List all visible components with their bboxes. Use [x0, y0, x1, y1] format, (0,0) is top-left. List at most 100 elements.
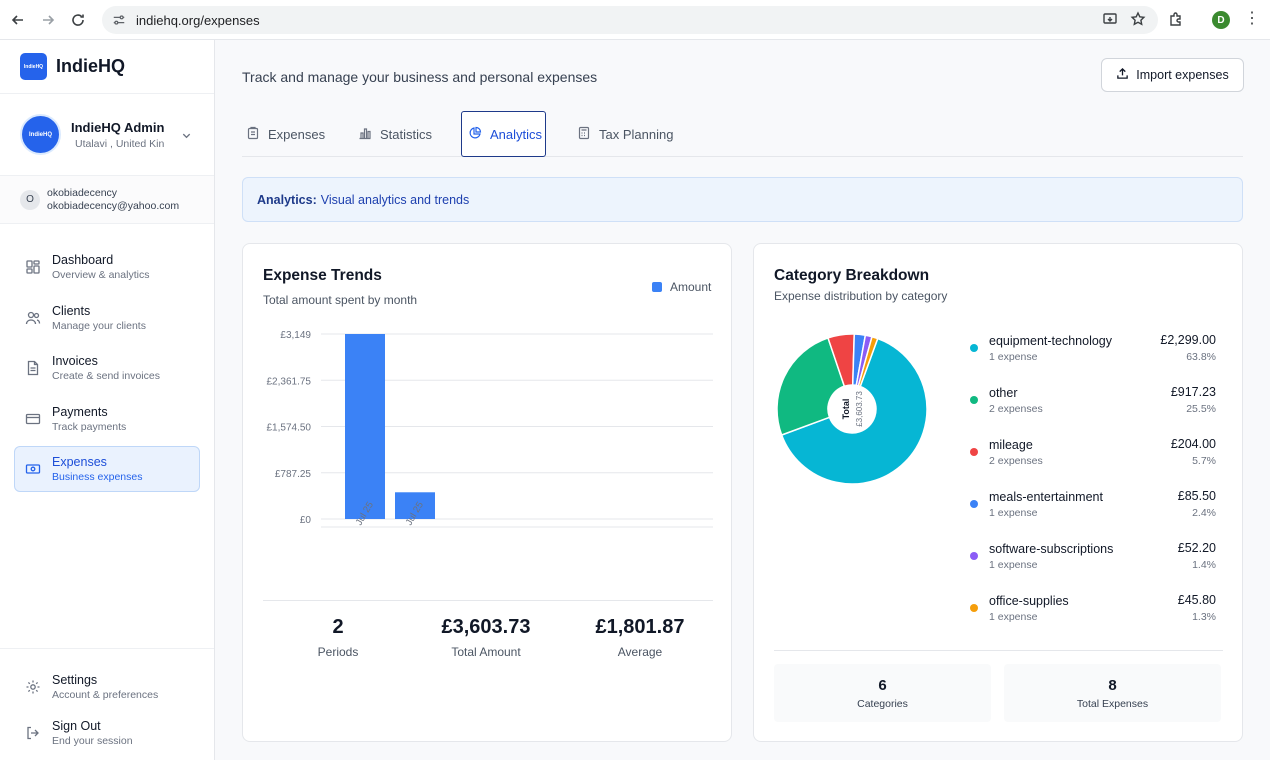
tab-label: Tax Planning [599, 126, 674, 142]
legend-label: Amount [670, 280, 712, 294]
category-name: other [989, 386, 1018, 400]
category-amount: £45.80 [1177, 593, 1216, 607]
browser-menu-icon[interactable]: ⋮ [1244, 10, 1260, 27]
category-name: equipment-technology [989, 334, 1112, 348]
stat-value: 6 [878, 677, 887, 694]
card-subtitle: Expense distribution by category [774, 289, 948, 303]
sidebar-item-label: Settings [52, 673, 98, 687]
dashboard-icon [24, 258, 42, 276]
site-settings-icon[interactable] [110, 11, 128, 29]
pie-slice [857, 335, 879, 388]
stat-value: £3,603.73 [441, 616, 531, 638]
tab-analytics[interactable]: Analytics [461, 111, 546, 157]
donut-center-value: £3,603.73 [855, 391, 864, 427]
donut-center-label: Total [841, 399, 851, 420]
category-item[interactable]: other 2 expenses £917.23 25.5% [966, 382, 1216, 422]
y-tick-label: £2,361.75 [267, 376, 312, 387]
tab-expenses[interactable]: Expenses [246, 111, 325, 157]
page-subtitle: Track and manage your business and perso… [242, 69, 598, 85]
category-count: 1 expense [989, 351, 1038, 363]
category-item[interactable]: meals-entertainment 1 expense £85.50 2.4… [966, 486, 1216, 526]
category-amount: £52.20 [1177, 541, 1216, 555]
sidebar-item-sub: Track payments [52, 420, 127, 433]
stat-label: Average [617, 645, 663, 659]
account-location: Utalavi , United Kin [75, 137, 165, 150]
stat-label: Total Expenses [1076, 698, 1149, 710]
category-item[interactable]: office-supplies 1 expense £45.80 1.3% [966, 590, 1216, 630]
brand[interactable]: IndieHQ IndieHQ [0, 40, 214, 94]
sidebar-item-label: Sign Out [52, 719, 101, 733]
url-text[interactable]: indiehq.org/expenses [136, 12, 260, 28]
account-switcher[interactable]: IndieHQ IndieHQ Admin Utalavi , United K… [0, 94, 214, 176]
sidebar-item-sub: Business expenses [52, 471, 143, 483]
expense-trends-card: Expense Trends Total amount spent by mon… [242, 243, 732, 742]
forward-icon[interactable] [33, 5, 63, 35]
category-percent: 1.4% [1192, 559, 1216, 571]
category-name: office-supplies [989, 594, 1069, 608]
category-percent: 63.8% [1186, 351, 1216, 363]
account-avatar: IndieHQ [20, 114, 61, 155]
card-subtitle: Total amount spent by month [263, 293, 418, 307]
import-expenses-button[interactable]: Import expenses [1101, 58, 1244, 92]
browser-toolbar: indiehq.org/expenses D ⋮ [0, 0, 1270, 40]
calculator-icon [577, 126, 591, 143]
bar [395, 492, 435, 519]
back-icon[interactable] [3, 5, 33, 35]
sidebar-item-label: Dashboard [52, 253, 114, 267]
stat-label: Periods [317, 645, 359, 659]
category-dot [970, 448, 978, 456]
category-dot [970, 396, 978, 404]
tab-statistics[interactable]: Statistics [358, 111, 432, 157]
category-percent: 2.4% [1192, 507, 1216, 519]
profile-avatar[interactable]: D [1212, 11, 1230, 29]
user-avatar: O [20, 189, 40, 210]
current-user: O okobiadecency okobiadecency@yahoo.com [0, 176, 214, 224]
chevron-down-icon[interactable] [181, 128, 192, 146]
sidebar-item-clients[interactable]: Clients Manage your clients [14, 295, 200, 341]
pie-chart-icon [468, 126, 482, 143]
reload-icon[interactable] [63, 5, 93, 35]
user-email: okobiadecency@yahoo.com [47, 199, 180, 212]
stat-label: Categories [857, 698, 908, 710]
sidebar-item-payments[interactable]: Payments Track payments [14, 396, 200, 442]
category-item[interactable]: equipment-technology 1 expense £2,299.00… [966, 330, 1216, 370]
sidebar-item-expenses[interactable]: Expenses Business expenses [14, 446, 200, 492]
install-app-icon[interactable] [1102, 11, 1118, 32]
stat-categories: 6 Categories [774, 664, 991, 722]
sidebar-item-settings[interactable]: Settings Account & preferences [14, 665, 200, 709]
pie-slice [776, 336, 846, 436]
y-tick-label: £0 [300, 515, 312, 526]
stat-average: £1,801.87 Average [565, 616, 715, 659]
y-tick-label: £3,149 [280, 330, 311, 341]
category-amount: £2,299.00 [1160, 333, 1216, 347]
category-item[interactable]: software-subscriptions 1 expense £52.20 … [966, 538, 1216, 578]
bookmark-star-icon[interactable] [1130, 11, 1146, 32]
sidebar-item-sub: Manage your clients [52, 319, 146, 332]
card-title: Expense Trends [263, 267, 382, 284]
account-name: IndieHQ Admin [71, 119, 165, 135]
stat-periods: 2 Periods [263, 616, 413, 659]
category-count: 1 expense [989, 559, 1038, 571]
tab-tax-planning[interactable]: Tax Planning [577, 111, 673, 157]
category-item[interactable]: mileage 2 expenses £204.00 5.7% [966, 434, 1216, 474]
sidebar-item-sign-out[interactable]: Sign Out End your session [14, 711, 200, 755]
legend-swatch [652, 282, 662, 292]
credit-card-icon [24, 410, 42, 428]
sidebar-item-invoices[interactable]: Invoices Create & send invoices [14, 345, 200, 391]
sidebar-item-sub: Account & preferences [52, 689, 159, 701]
sidebar-nav: Dashboard Overview & analytics Clients Man… [0, 224, 214, 492]
address-bar[interactable]: indiehq.org/expenses [102, 6, 1158, 34]
pie-chart: Total £3,603.73 [776, 333, 928, 485]
sidebar-item-dashboard[interactable]: Dashboard Overview & analytics [14, 244, 200, 290]
extensions-icon[interactable] [1168, 11, 1184, 32]
chart-legend[interactable]: Amount [652, 280, 711, 294]
brand-name: IndieHQ [56, 56, 126, 76]
banner-text: Visual analytics and trends [320, 192, 470, 207]
user-name: okobiadecency [47, 186, 118, 199]
stat-total-amount: £3,603.73 Total Amount [411, 616, 561, 659]
category-dot [970, 344, 978, 352]
stat-total-expenses: 8 Total Expenses [1004, 664, 1221, 722]
pie-slice [780, 337, 928, 485]
brand-logo: IndieHQ [20, 53, 47, 80]
